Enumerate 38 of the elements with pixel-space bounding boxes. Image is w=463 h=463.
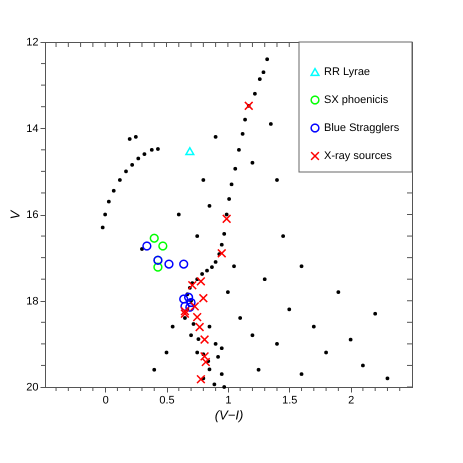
point — [198, 294, 208, 303]
point — [164, 259, 174, 269]
y-tick-label: 20 — [26, 382, 38, 394]
legend-label: X-ray sources — [324, 150, 392, 162]
y-tick-label: 12 — [26, 36, 38, 48]
point — [217, 248, 226, 258]
y-tick-label: 16 — [26, 209, 38, 221]
point — [150, 234, 159, 243]
point — [186, 298, 196, 308]
point — [196, 276, 206, 286]
legend-label: SX phoenicis — [324, 94, 389, 106]
point — [184, 292, 194, 302]
y-tick-label: 18 — [26, 295, 38, 308]
point — [185, 147, 194, 156]
point — [153, 262, 163, 272]
x-tick-label: 0 — [102, 394, 109, 406]
point — [180, 306, 190, 316]
x-tick-label: 1.5 — [282, 394, 298, 406]
point — [196, 374, 206, 384]
point — [142, 241, 152, 251]
x-axis-title: (V−I) — [214, 408, 244, 422]
y-tick-label: 14 — [26, 122, 38, 135]
point — [179, 259, 188, 269]
x-tick-label: 2 — [348, 394, 354, 406]
point — [158, 241, 168, 251]
point — [222, 214, 232, 224]
legend-label: RR Lyrae — [324, 66, 370, 78]
point — [180, 309, 190, 318]
point — [200, 334, 210, 344]
x-tick-label: 1 — [225, 394, 232, 406]
point — [188, 280, 197, 290]
point — [179, 294, 188, 304]
x-tick-label: 0.5 — [159, 394, 175, 406]
y-axis-title: V — [7, 209, 22, 220]
point — [190, 302, 200, 311]
point — [244, 101, 254, 110]
legend-label: Blue Stragglers — [324, 122, 400, 134]
point — [185, 302, 194, 312]
